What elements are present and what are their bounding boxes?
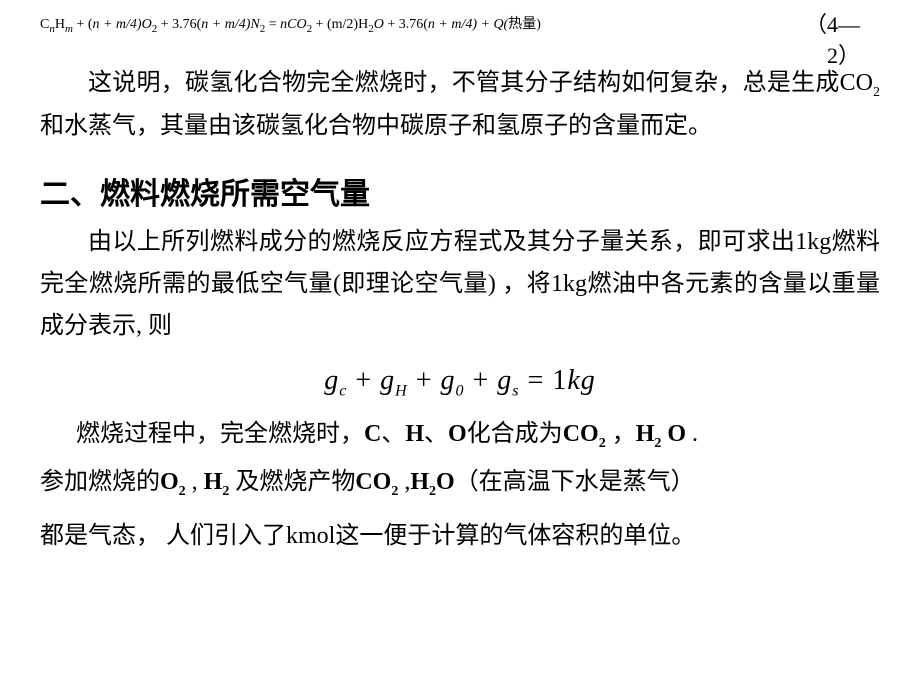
eq-CnHm: CnHm	[40, 17, 76, 32]
combustion-equation: CnHm + (n + m/4)O2 + 3.76(n + m/4)N2 = n…	[40, 10, 770, 38]
eq-rhs2: + (m/2)H2O	[316, 17, 388, 32]
paragraph-air-intro: 由以上所列燃料成分的燃烧反应方程式及其分子量关系，即可求出1kg燃料完全燃烧所需…	[40, 221, 880, 347]
eq-term2: + 3.76(n + m/4)N2	[161, 17, 269, 32]
paragraph-explanation: 这说明，碳氢化合物完全燃烧时，不管其分子结构如何复杂，总是生成CO2和水蒸气，其…	[40, 62, 880, 147]
mass-balance-equation: gc + gH + g0 + gs = 1kg	[40, 365, 880, 401]
eq-rhs1: nCO2	[280, 17, 315, 32]
eq-term1: + (n + m/4)O2	[76, 17, 160, 32]
paragraph-combustion-products: 燃烧过程中，完全燃烧时，C、H、O化合成为CO2 ，H2 O .	[40, 410, 880, 458]
eq-eq: =	[269, 17, 280, 32]
document-page: CnHm + (n + m/4)O2 + 3.76(n + m/4)N2 = n…	[0, 0, 920, 690]
paragraph-kmol-unit: 都是气态， 人们引入了kmol这一便于计算的气体容积的单位。	[40, 512, 880, 560]
paragraph-reactants-products: 参加燃烧的O2 , H2 及燃烧产物CO2 ,H2O（在高温下水是蒸气）	[40, 458, 880, 506]
eq-rhs3: + 3.76(n + m/4) + Q(热量)	[387, 17, 541, 32]
section-heading-air-required: 二、燃料燃烧所需空气量	[40, 169, 880, 213]
